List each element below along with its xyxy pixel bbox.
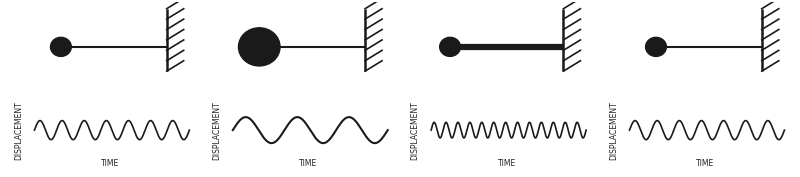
Text: TIME: TIME — [498, 159, 516, 168]
Circle shape — [238, 28, 280, 66]
Text: TIME: TIME — [696, 159, 714, 168]
Text: TIME: TIME — [101, 159, 119, 168]
Circle shape — [440, 37, 461, 56]
Circle shape — [646, 37, 666, 56]
Text: DISPLACEMENT: DISPLACEMENT — [212, 101, 222, 159]
Circle shape — [50, 37, 71, 56]
Text: DISPLACEMENT: DISPLACEMENT — [14, 101, 23, 159]
Text: TIME: TIME — [299, 159, 318, 168]
Text: DISPLACEMENT: DISPLACEMENT — [609, 101, 618, 159]
Text: DISPLACEMENT: DISPLACEMENT — [410, 101, 420, 159]
